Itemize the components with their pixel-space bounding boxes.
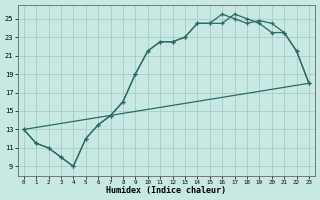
X-axis label: Humidex (Indice chaleur): Humidex (Indice chaleur) xyxy=(106,186,226,195)
